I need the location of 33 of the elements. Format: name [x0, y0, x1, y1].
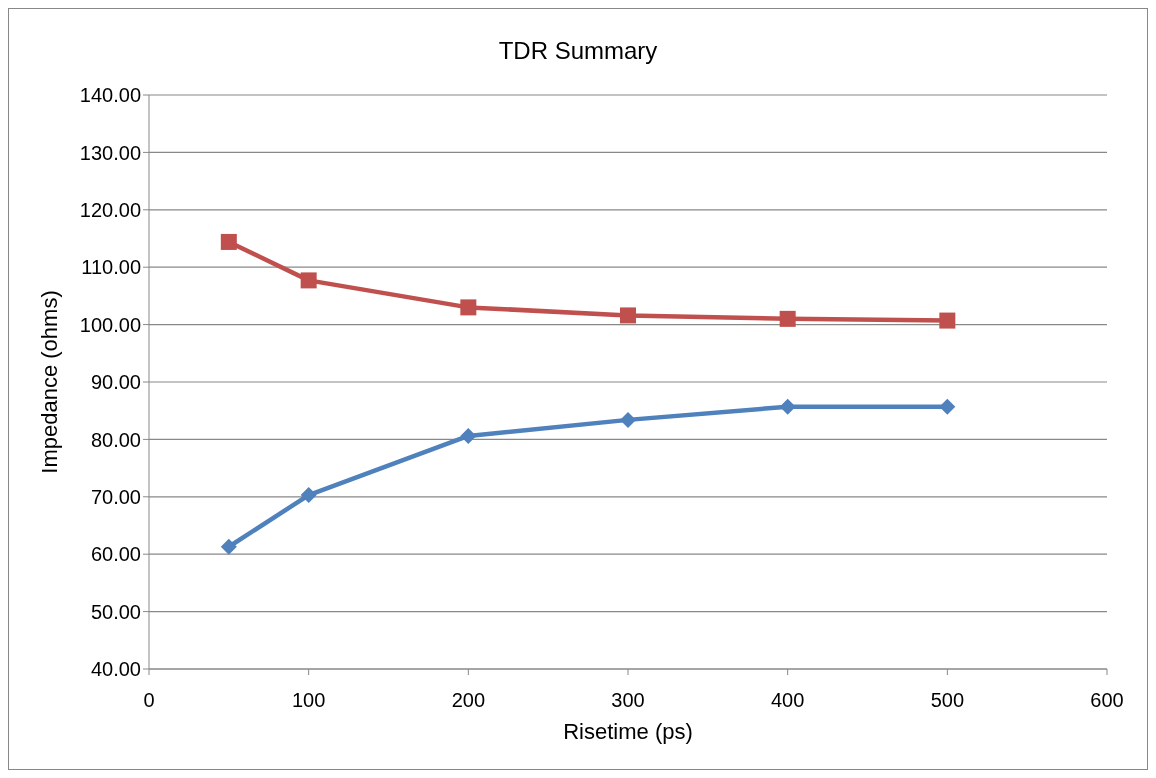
x-tick-label: 600 — [1090, 689, 1124, 712]
point — [460, 299, 477, 316]
chart-title: TDR Summary — [497, 37, 659, 65]
x-tick-label: 300 — [611, 689, 645, 712]
point — [620, 411, 636, 428]
point — [779, 310, 796, 327]
point — [220, 233, 237, 250]
x-tick-label: 0 — [143, 689, 155, 712]
point — [220, 538, 237, 555]
point — [939, 312, 956, 329]
y-tick-label: 50.00 — [90, 600, 141, 623]
point — [460, 427, 477, 444]
point — [939, 398, 956, 415]
point — [300, 487, 317, 504]
y-tick-label: 60.00 — [90, 543, 141, 566]
y-tick-label: 140.00 — [79, 84, 141, 107]
point — [300, 272, 317, 289]
point — [779, 398, 796, 415]
y-tick-label: 90.00 — [90, 371, 141, 394]
x-tick-label: 100 — [291, 689, 326, 712]
x-tick-label: 500 — [930, 689, 965, 712]
y-tick-label: 80.00 — [90, 428, 141, 451]
y-tick-label: 40.00 — [90, 658, 141, 681]
y-tick-label: 100.00 — [79, 313, 141, 336]
point — [620, 307, 636, 324]
y-tick-label: 120.00 — [79, 198, 141, 221]
y-tick-label: 130.00 — [79, 141, 141, 164]
x-tick-label: 400 — [770, 689, 805, 712]
x-tick-label: 200 — [451, 689, 486, 712]
y-tick-label: 110.00 — [81, 256, 141, 279]
y-tick-label: 70.00 — [90, 485, 141, 508]
y-axis-title: Impedance (ohms) — [36, 290, 62, 474]
x-axis-title: Risetime (ps) — [563, 719, 693, 744]
